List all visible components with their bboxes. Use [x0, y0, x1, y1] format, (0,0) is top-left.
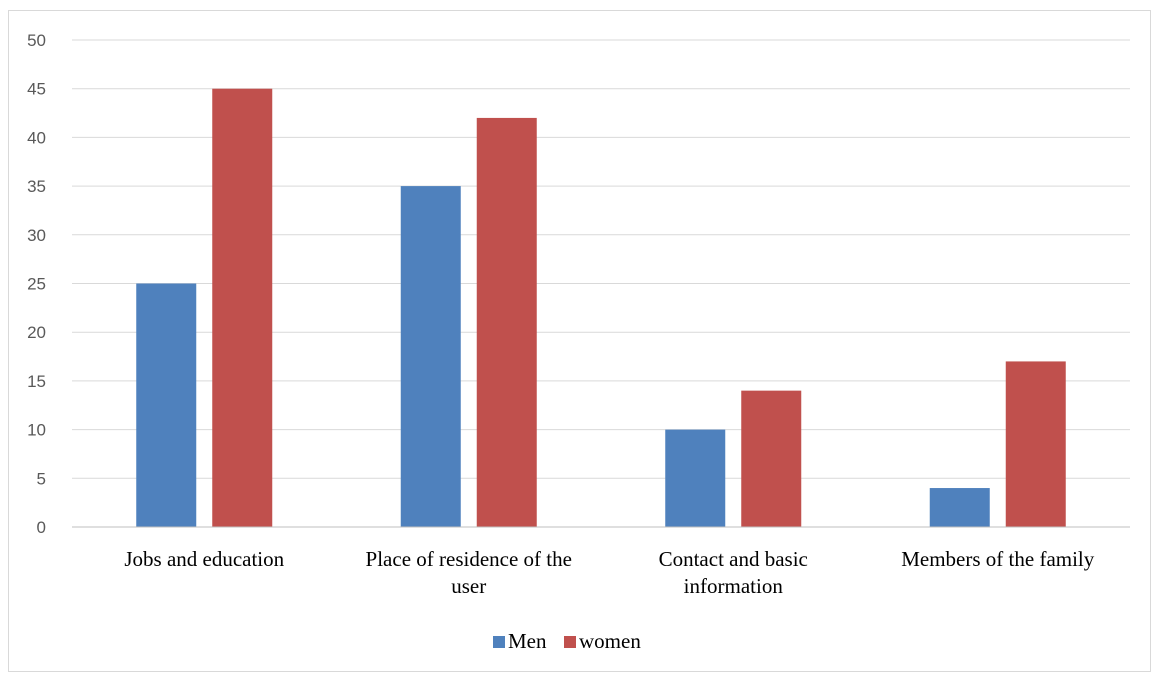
- y-tick-label-45: 45: [27, 80, 46, 99]
- bar-men-0: [136, 283, 197, 527]
- bar-men-3: [929, 488, 990, 527]
- y-tick-label-15: 15: [27, 372, 46, 391]
- category-label-0: Jobs and education: [124, 547, 284, 571]
- category-label-line: Contact and basic: [659, 547, 808, 571]
- bar-women-0: [212, 88, 273, 527]
- y-tick-label-30: 30: [27, 226, 46, 245]
- bar-women-3: [1005, 361, 1066, 527]
- y-tick-label-35: 35: [27, 177, 46, 196]
- legend-swatch-women: [564, 636, 576, 648]
- category-label-line: Members of the family: [901, 547, 1095, 571]
- category-label-line: Jobs and education: [124, 547, 284, 571]
- legend-swatch-men: [493, 636, 505, 648]
- bar-women-1: [476, 117, 537, 528]
- category-label-2: Contact and basic information: [659, 547, 808, 598]
- y-axis-ticks: 0 5 10 15 20 25 30 35 40 45 50: [27, 31, 46, 537]
- bar-men-1: [400, 186, 461, 527]
- legend-label-men: Men: [508, 629, 547, 653]
- category-labels: Jobs and education Place of residence of …: [124, 547, 1094, 598]
- y-tick-label-25: 25: [27, 275, 46, 294]
- legend-label-women: women: [579, 629, 641, 653]
- category-label-1: Place of residence of the user: [366, 547, 572, 598]
- bar-men-2: [665, 429, 726, 527]
- y-tick-label-10: 10: [27, 421, 46, 440]
- y-tick-label-0: 0: [37, 518, 46, 537]
- bar-women-2: [741, 390, 802, 527]
- chart-frame: [8, 10, 1151, 672]
- y-tick-label-20: 20: [27, 323, 46, 342]
- y-tick-label-50: 50: [27, 31, 46, 50]
- category-label-line: Place of residence of the: [366, 547, 572, 571]
- y-tick-label-40: 40: [27, 128, 46, 147]
- category-label-3: Members of the family: [901, 547, 1095, 571]
- category-label-line: information: [684, 574, 784, 598]
- y-tick-label-5: 5: [37, 469, 46, 488]
- category-label-line: user: [451, 574, 486, 598]
- bars: [136, 88, 1066, 528]
- legend: Men women: [493, 629, 641, 653]
